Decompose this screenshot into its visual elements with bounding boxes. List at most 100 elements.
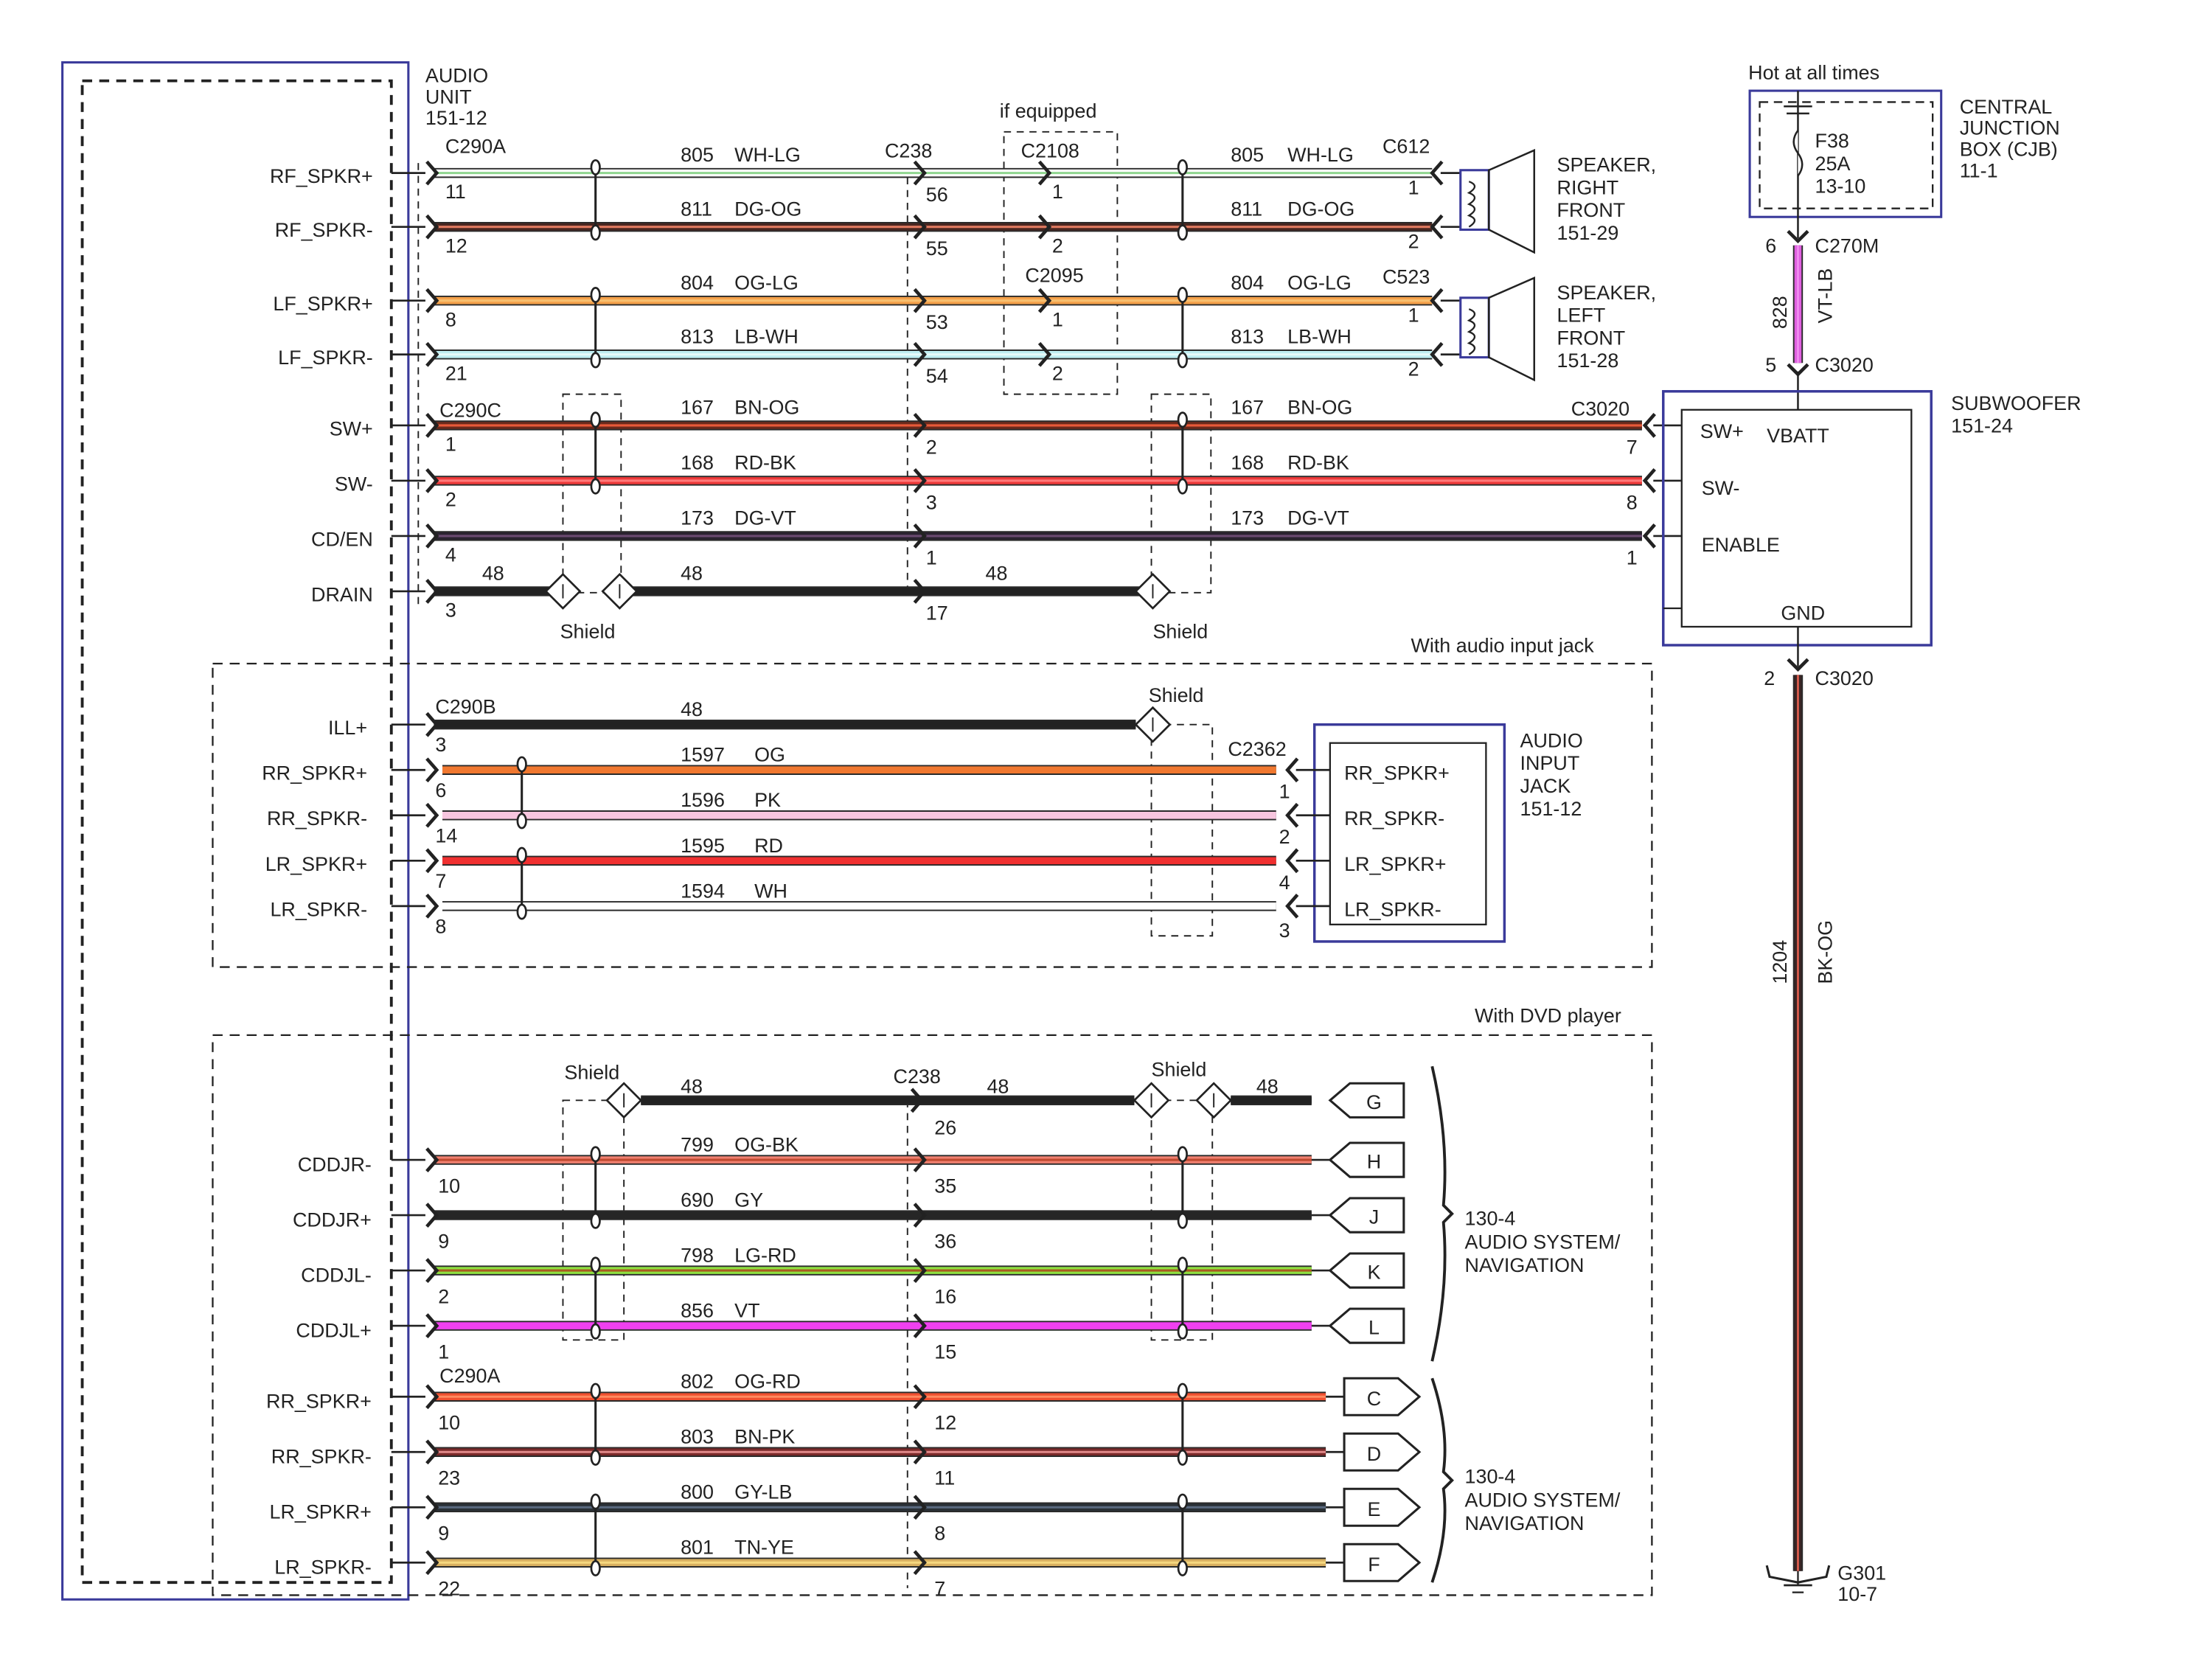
wire-color-code: OG-LG: [734, 271, 799, 293]
pin-label: 2: [1052, 362, 1063, 384]
connector-arrow-icon: [425, 579, 439, 604]
connector-tag-letter: H: [1367, 1151, 1381, 1173]
circuit-number: 802: [681, 1371, 714, 1393]
speaker-label: 151-28: [1557, 349, 1619, 372]
connector-tag-letter: K: [1367, 1262, 1380, 1284]
connector-arrow-icon: [913, 288, 927, 313]
pin-label: 56: [926, 184, 948, 206]
circuit-number: 805: [1231, 144, 1264, 166]
connector-arrow-icon: [913, 468, 927, 493]
connector-arrow-icon: [1037, 160, 1052, 186]
connector-arrow-icon: [425, 757, 439, 783]
connector-arrow-icon: [1037, 341, 1052, 367]
wire-color-code: OG-RD: [734, 1371, 801, 1393]
pin-label: 23: [438, 1467, 460, 1489]
speaker-label: FRONT: [1557, 199, 1626, 221]
shield-label: Shield: [1152, 1059, 1207, 1081]
signal-label: CD/EN: [311, 528, 373, 550]
connector-label-c2108: C2108: [1021, 139, 1079, 161]
pin-label: 53: [926, 311, 948, 333]
signal-label: CDDJL+: [296, 1319, 371, 1341]
wire-color-code: OG: [754, 744, 785, 766]
circuit-number: 167: [1231, 397, 1264, 419]
ground-label: G301: [1837, 1562, 1886, 1584]
connector-arrow-icon: [1430, 214, 1444, 240]
pin-label: 1: [1408, 176, 1419, 198]
pin-label: 26: [934, 1116, 956, 1138]
twisted-pair-end-icon: [590, 287, 601, 303]
twisted-pair-end-icon: [516, 903, 527, 920]
audio-input-jack-module: [1312, 723, 1506, 943]
pin-label: 11: [445, 181, 466, 203]
jack-pin-label: RR_SPKR-: [1344, 807, 1444, 830]
shield-label: Shield: [564, 1061, 619, 1083]
wire-color-code: TN-YE: [734, 1537, 794, 1559]
connector-arrow-icon: [425, 214, 439, 240]
pin-label: 35: [934, 1175, 956, 1197]
wire-color-code: RD-BK: [1287, 452, 1349, 474]
shield-box: [1150, 393, 1212, 594]
connector-arrow-icon: [913, 1258, 927, 1283]
circuit-number: 804: [681, 271, 714, 293]
connector-arrow-icon: [1642, 524, 1656, 549]
twisted-pair-end-icon: [1177, 478, 1188, 495]
wire-color-code: WH: [754, 880, 787, 902]
speaker-coil-icon: [1467, 181, 1476, 228]
connector-arrow-icon: [425, 413, 439, 438]
speaker-icon: [1487, 148, 1536, 254]
connector-arrow-icon: [425, 288, 439, 313]
signal-label: SW-: [335, 473, 373, 495]
connector-arrow-icon: [1285, 893, 1299, 919]
speaker-coil-icon: [1467, 308, 1476, 355]
twisted-pair-end-icon: [590, 1146, 601, 1163]
pin-label: 11: [934, 1467, 955, 1489]
connector-arrow-icon: [425, 1203, 439, 1228]
shield-label: Shield: [560, 620, 616, 642]
speaker-label: 151-29: [1557, 222, 1619, 244]
wire-color-code: DG-VT: [734, 507, 796, 529]
signal-label: RR_SPKR+: [266, 1391, 372, 1413]
circuit-number: 173: [681, 507, 714, 529]
circuit-number: 811: [1231, 198, 1262, 220]
circuit-number: 856: [681, 1300, 714, 1322]
subwoofer-pin-label: SW-: [1702, 477, 1740, 499]
twisted-pair-end-icon: [590, 478, 601, 495]
pin-label: 22: [438, 1577, 460, 1599]
twisted-pair-end-icon: [590, 352, 601, 369]
connector-arrow-icon: [1430, 341, 1444, 367]
signal-label: RF_SPKR+: [270, 165, 373, 187]
pin-label: 6: [435, 779, 446, 801]
fuse-icon: [1792, 130, 1804, 177]
connector-arrow-icon: [913, 1147, 927, 1172]
subwoofer-label: SUBWOOFER: [1951, 392, 2081, 414]
subwoofer-pin-label: SW+: [1700, 420, 1744, 442]
speaker-label: FRONT: [1557, 327, 1626, 349]
connector-arrow-icon: [425, 1550, 439, 1576]
cjb-label: BOX (CJB): [1960, 139, 2058, 161]
subwoofer-label: 151-24: [1951, 415, 2013, 437]
pin-label: 8: [1627, 491, 1638, 513]
pin-label: 1: [1279, 781, 1290, 803]
twisted-pair-end-icon: [590, 1449, 601, 1466]
connector-tag-letter: E: [1367, 1498, 1380, 1520]
connector-arrow-icon: [913, 524, 927, 549]
connector-tag: [1343, 1543, 1422, 1582]
pin-label: 21: [445, 362, 467, 384]
twisted-pair-end-icon: [1177, 1256, 1188, 1273]
twisted-pair-end-icon: [1177, 159, 1188, 175]
pin-label: 3: [445, 599, 456, 622]
signal-label: RR_SPKR+: [262, 762, 367, 785]
circuit-number: 801: [681, 1537, 714, 1559]
cjb-label: 11-1: [1960, 159, 1998, 181]
pin-label: 1: [438, 1340, 449, 1363]
pin-label: 3: [435, 734, 446, 756]
connector-arrow-icon: [1430, 288, 1444, 313]
audio-unit-inner: [80, 79, 393, 1585]
circuit-number: 48: [986, 563, 1008, 585]
subwoofer-pin-label: ENABLE: [1702, 534, 1780, 556]
connector-arrow-icon: [425, 1147, 439, 1172]
connector-arrow-icon: [913, 341, 927, 367]
pin-label: 10: [438, 1175, 460, 1197]
wire-color-code: DG-OG: [734, 198, 801, 220]
